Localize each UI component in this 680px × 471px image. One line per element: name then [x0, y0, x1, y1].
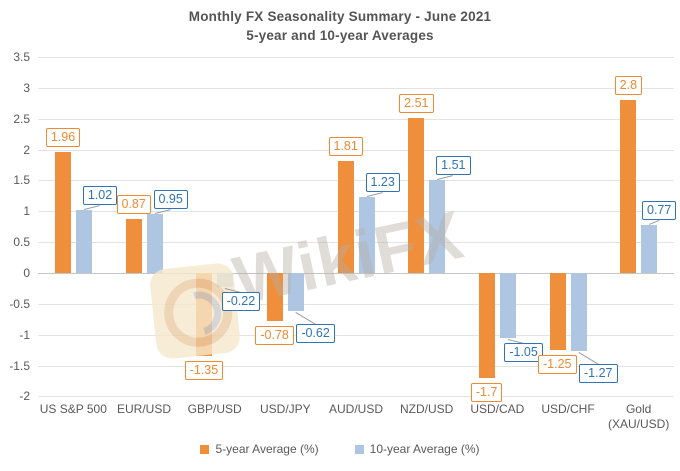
legend-swatch: [200, 444, 210, 454]
data-label: -1.7: [470, 382, 503, 402]
gridline: [38, 180, 674, 182]
x-axis-category-label: USD/CAD: [470, 402, 525, 416]
gridline: [38, 57, 674, 59]
data-label: 1.51: [436, 155, 471, 175]
data-label: 0.77: [642, 201, 677, 221]
y-axis-tick-label: 1.5: [13, 173, 30, 188]
x-axis-category-label: Gold (XAU/USD): [607, 402, 670, 431]
gridline: [38, 118, 674, 120]
bar-5y-eur-usd: [125, 219, 142, 273]
gridline: [38, 242, 674, 244]
bar-5y-nzd-usd: [408, 118, 425, 273]
x-axis-category-label: AUD/USD: [328, 402, 383, 416]
y-axis-tick-label: 1: [23, 204, 30, 219]
y-axis-tick-label: 0: [23, 266, 30, 280]
x-axis-category-label: USD/JPY: [259, 402, 311, 416]
bar-5y-aud-usd: [337, 161, 354, 273]
legend-swatch: [354, 444, 364, 454]
chart-subtitle: 5-year and 10-year Averages: [246, 28, 434, 43]
chart-title: Monthly FX Seasonality Summary - June 20…: [188, 9, 492, 24]
bar-10y-eur-usd: [146, 214, 163, 273]
data-label: 0.95: [153, 190, 188, 210]
bar-5y-usd-cad: [478, 273, 495, 378]
data-label: -0.22: [221, 291, 261, 311]
x-axis-category-label: GBP/USD: [187, 402, 242, 416]
data-label-leader-line: [295, 312, 316, 326]
bar-5y-usd-chf: [549, 273, 566, 351]
data-label-leader-line: [83, 205, 101, 211]
gridline: [38, 87, 674, 89]
data-label: 1.81: [328, 137, 363, 157]
data-label: -0.78: [255, 326, 294, 346]
bar-10y-usd-jpy: [287, 273, 304, 312]
y-axis-tick-label: -0.5: [9, 296, 30, 311]
legend: 5-year Average (%) 10-year Average (%): [0, 442, 680, 456]
data-label: 1.02: [82, 186, 118, 206]
gridline: [38, 334, 674, 336]
bar-10y-us-s-p-500: [75, 210, 92, 273]
data-label-leader-line: [154, 209, 171, 215]
x-axis-category-label: US S&P 500: [39, 402, 107, 416]
x-axis-category-label: EUR/USD: [116, 402, 171, 416]
bar-10y-aud-usd: [358, 197, 375, 273]
y-axis-tick-label: 0.5: [13, 235, 30, 250]
y-axis-tick-label: -1: [19, 327, 30, 342]
gridline: [38, 365, 674, 367]
data-label-leader-line: [577, 352, 599, 366]
y-axis-tick-label: -1.5: [9, 358, 30, 373]
data-label: 1.23: [365, 173, 400, 193]
data-label: -1.25: [538, 355, 577, 375]
x-axis-category-label: NZD/USD: [399, 402, 454, 416]
bar-5y-usd-jpy: [266, 273, 283, 322]
gridline: [38, 273, 674, 274]
legend-label: 5-year Average (%): [215, 442, 319, 456]
y-axis-tick-label: 2: [23, 142, 30, 157]
bar-10y-usd-cad: [499, 273, 516, 338]
legend-item: 10-year Average (%): [354, 442, 480, 456]
data-label-leader-line: [437, 174, 454, 180]
y-axis-tick-label: 3.5: [13, 50, 30, 65]
gridline: [38, 396, 674, 398]
legend-item: 5-year Average (%): [200, 442, 319, 456]
data-label: -1.05: [504, 342, 543, 362]
data-label: -0.62: [296, 324, 335, 344]
gridline: [38, 211, 674, 213]
y-axis-tick-label: 3: [23, 80, 30, 95]
data-label-leader-line: [649, 220, 660, 226]
bar-10y-nzd-usd: [429, 179, 446, 273]
y-axis-tick-label: 2.5: [13, 111, 30, 126]
data-label: 1.96: [45, 128, 81, 148]
bar-5y-us-s-p-500: [54, 152, 71, 273]
gridline: [38, 303, 674, 305]
bar-5y-gold-xau-usd-: [620, 100, 637, 273]
data-label: -1.27: [579, 364, 618, 384]
y-axis-tick-label: -2: [19, 389, 30, 404]
legend-label: 10-year Average (%): [369, 442, 480, 456]
data-label: 2.8: [614, 76, 643, 96]
data-label: 0.87: [116, 195, 151, 215]
data-label-leader-line: [366, 192, 383, 198]
bar-10y-gold-xau-usd-: [641, 225, 658, 273]
data-label: -1.35: [184, 361, 224, 381]
bar-10y-usd-chf: [570, 273, 587, 352]
data-label: 2.51: [399, 94, 434, 114]
x-axis-category-label: USD/CHF: [541, 402, 595, 416]
